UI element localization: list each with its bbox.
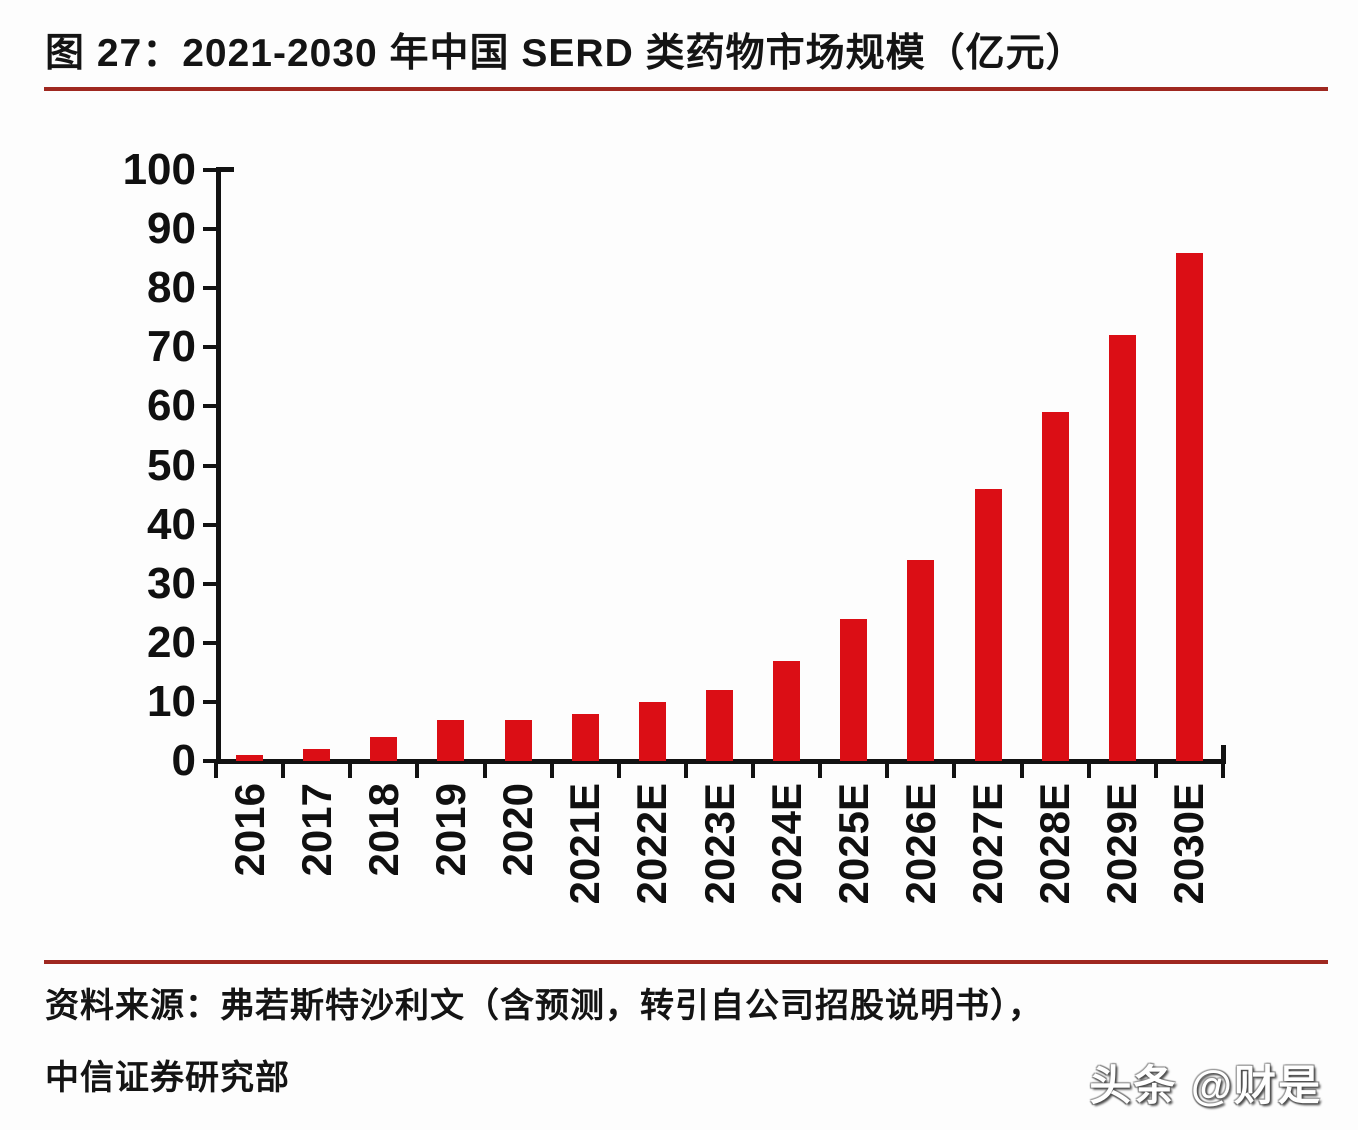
x-tick-label-2018: 2018 [359, 783, 407, 877]
bar-2030E [1175, 252, 1203, 761]
x-tick [1153, 764, 1158, 778]
y-axis-top-tick [221, 167, 234, 172]
x-tick [683, 764, 688, 778]
x-tick-label-2024E: 2024E [762, 783, 810, 905]
x-tick-label-2029E: 2029E [1098, 783, 1146, 905]
figure-title: 图 27：2021-2030 年中国 SERD 类药物市场规模（亿元） [45, 32, 1086, 75]
x-tick-label-2023E: 2023E [695, 783, 743, 905]
x-tick-label-2025E: 2025E [829, 783, 877, 905]
bar-2022E [638, 701, 666, 761]
y-tick [203, 168, 217, 172]
y-tick [203, 522, 217, 527]
x-tick [549, 764, 554, 778]
x-tick [214, 764, 218, 778]
x-tick [616, 764, 621, 778]
y-tick-label: 30 [147, 558, 196, 608]
y-axis-line [216, 167, 221, 764]
y-tick [203, 759, 217, 763]
y-tick-label: 20 [147, 617, 196, 667]
x-tick [751, 764, 756, 778]
source-text-line1: 资料来源：弗若斯特沙利文（含预测，转引自公司招股说明书）， [45, 987, 1043, 1025]
x-tick [818, 764, 823, 778]
x-tick [1221, 764, 1225, 778]
x-tick [482, 764, 487, 778]
bar-2029E [1108, 335, 1136, 761]
bar-2028E [1041, 412, 1069, 761]
x-tick-label-2021E: 2021E [561, 783, 609, 905]
x-tick-label-2016: 2016 [225, 783, 273, 877]
y-tick [203, 404, 217, 409]
y-tick-label: 10 [147, 676, 196, 726]
y-tick-label: 40 [147, 499, 196, 549]
x-axis-end-tick [1221, 745, 1226, 761]
x-axis-line [214, 759, 1226, 764]
bar-2026E [907, 560, 935, 761]
y-tick [203, 581, 217, 586]
x-tick-label-2017: 2017 [292, 783, 340, 877]
y-tick-label: 70 [147, 322, 196, 372]
x-tick-label-2030E: 2030E [1165, 783, 1213, 905]
bar-2016 [236, 755, 264, 761]
x-tick-label-2019: 2019 [426, 783, 474, 877]
title-divider-line [44, 87, 1328, 91]
bar-2021E [571, 713, 599, 761]
y-tick [203, 345, 217, 350]
y-tick-label: 60 [147, 381, 196, 431]
y-tick-label: 90 [147, 204, 196, 254]
x-tick [1019, 764, 1024, 778]
y-tick [203, 227, 217, 232]
bar-2027E [974, 489, 1002, 761]
y-tick [203, 463, 217, 468]
watermark-text: 头条 @财是 [1089, 1062, 1322, 1109]
x-tick [952, 764, 957, 778]
x-tick-label-2028E: 2028E [1031, 783, 1079, 905]
y-tick-label: 100 [122, 145, 196, 194]
source-text-line2: 中信证券研究部 [45, 1059, 290, 1097]
bar-2024E [773, 660, 801, 761]
bar-2025E [840, 619, 868, 761]
y-tick [203, 699, 217, 704]
x-tick-label-2020: 2020 [494, 783, 542, 877]
bar-2020 [504, 719, 532, 761]
source-divider-line [44, 960, 1328, 964]
x-tick-label-2022E: 2022E [628, 783, 676, 905]
y-tick-label: 80 [147, 263, 196, 313]
bar-2019 [437, 719, 465, 761]
x-tick [348, 764, 353, 778]
y-tick-label: 0 [171, 736, 196, 785]
y-tick [203, 286, 217, 291]
x-tick-label-2027E: 2027E [964, 783, 1012, 905]
x-tick [281, 764, 286, 778]
y-tick [203, 640, 217, 645]
bar-2023E [706, 690, 733, 761]
bar-2017 [303, 749, 331, 761]
x-tick [1086, 764, 1091, 778]
x-tick [415, 764, 420, 778]
bar-2018 [370, 737, 398, 761]
x-tick [885, 764, 890, 778]
y-tick-label: 50 [147, 440, 196, 490]
x-tick-label-2026E: 2026E [896, 783, 944, 905]
